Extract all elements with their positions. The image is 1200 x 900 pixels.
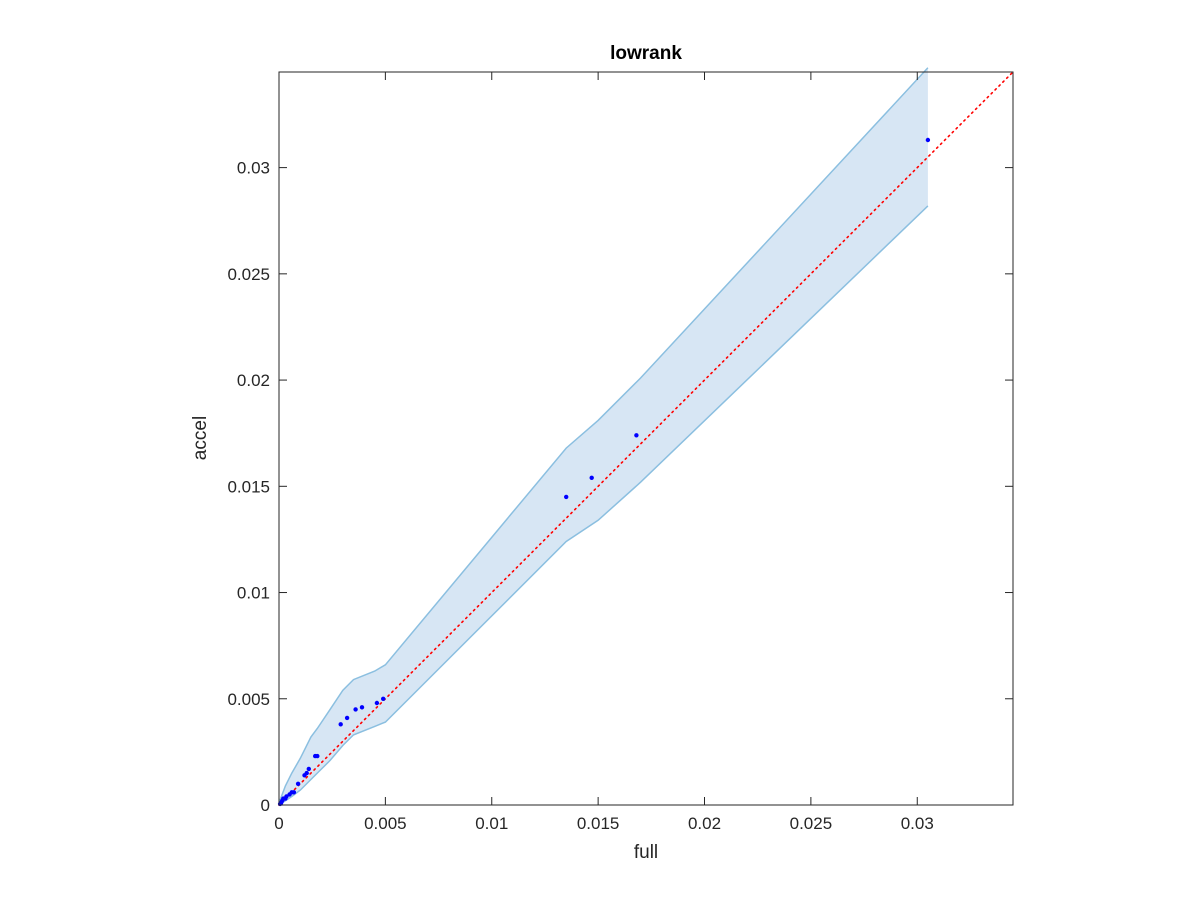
data-point [589, 475, 594, 480]
x-tick-label: 0.015 [577, 814, 620, 833]
y-tick-label: 0.02 [237, 371, 270, 390]
y-tick-label: 0.03 [237, 159, 270, 178]
data-point [925, 137, 931, 143]
x-tick-label: 0.02 [688, 814, 721, 833]
data-point [315, 753, 320, 759]
y-tick-label: 0.015 [227, 477, 270, 496]
y-tick-label: 0 [261, 796, 270, 815]
data-point [353, 707, 358, 712]
x-tick-label: 0.01 [475, 814, 508, 833]
axes-box [278, 71, 1014, 806]
y-axis-label: accel [190, 416, 211, 460]
x-tick-label: 0.03 [901, 814, 934, 833]
data-point [381, 696, 386, 701]
reference-line-group [278, 71, 1014, 806]
data-point [564, 494, 569, 500]
data-point [344, 715, 350, 721]
data-points [277, 137, 931, 807]
band-fill [279, 67, 928, 806]
x-tick-label: 0.005 [364, 814, 407, 833]
data-point [306, 766, 311, 772]
identity-line [278, 71, 1014, 806]
x-axis-label: full [634, 842, 658, 863]
y-tick-label: 0.01 [237, 584, 270, 603]
data-point [338, 722, 343, 727]
y-tick-label: 0.005 [227, 690, 270, 709]
data-point [634, 433, 639, 438]
data-point [304, 770, 309, 776]
data-point [359, 705, 365, 710]
data-point [295, 781, 301, 786]
data-point [374, 700, 380, 706]
band-upper-edge [278, 67, 929, 804]
data-point [291, 790, 297, 795]
data-point [284, 794, 289, 799]
y-tick-label: 0.025 [227, 265, 270, 284]
x-tick-label: 0.025 [790, 814, 833, 833]
x-tick-label: 0 [274, 814, 283, 833]
x-axis-ticks: 0 0.005 0.01 0.015 0.02 0.025 0.03 [274, 72, 934, 833]
chart-title: lowrank [610, 43, 682, 64]
y-axis-ticks: 0 0.005 0.01 0.015 0.02 0.025 0.03 [227, 159, 1013, 815]
